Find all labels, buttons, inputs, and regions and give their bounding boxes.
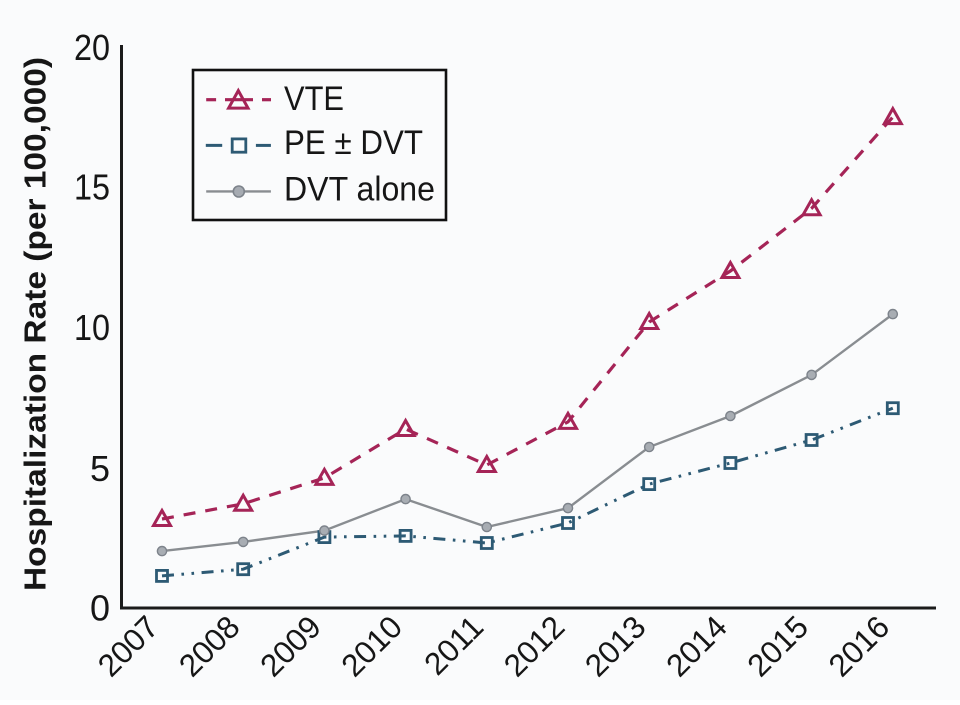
svg-text:PE ± DVT: PE ± DVT	[284, 124, 423, 162]
svg-text:5: 5	[90, 448, 110, 489]
svg-text:0: 0	[90, 587, 110, 628]
svg-text:20: 20	[74, 27, 110, 68]
svg-text:Hospitalization Rate (per 100,: Hospitalization Rate (per 100,000)	[18, 57, 53, 591]
svg-text:15: 15	[74, 167, 110, 208]
svg-text:VTE: VTE	[284, 80, 344, 118]
svg-text:DVT alone: DVT alone	[284, 171, 435, 209]
svg-text:10: 10	[74, 307, 110, 348]
